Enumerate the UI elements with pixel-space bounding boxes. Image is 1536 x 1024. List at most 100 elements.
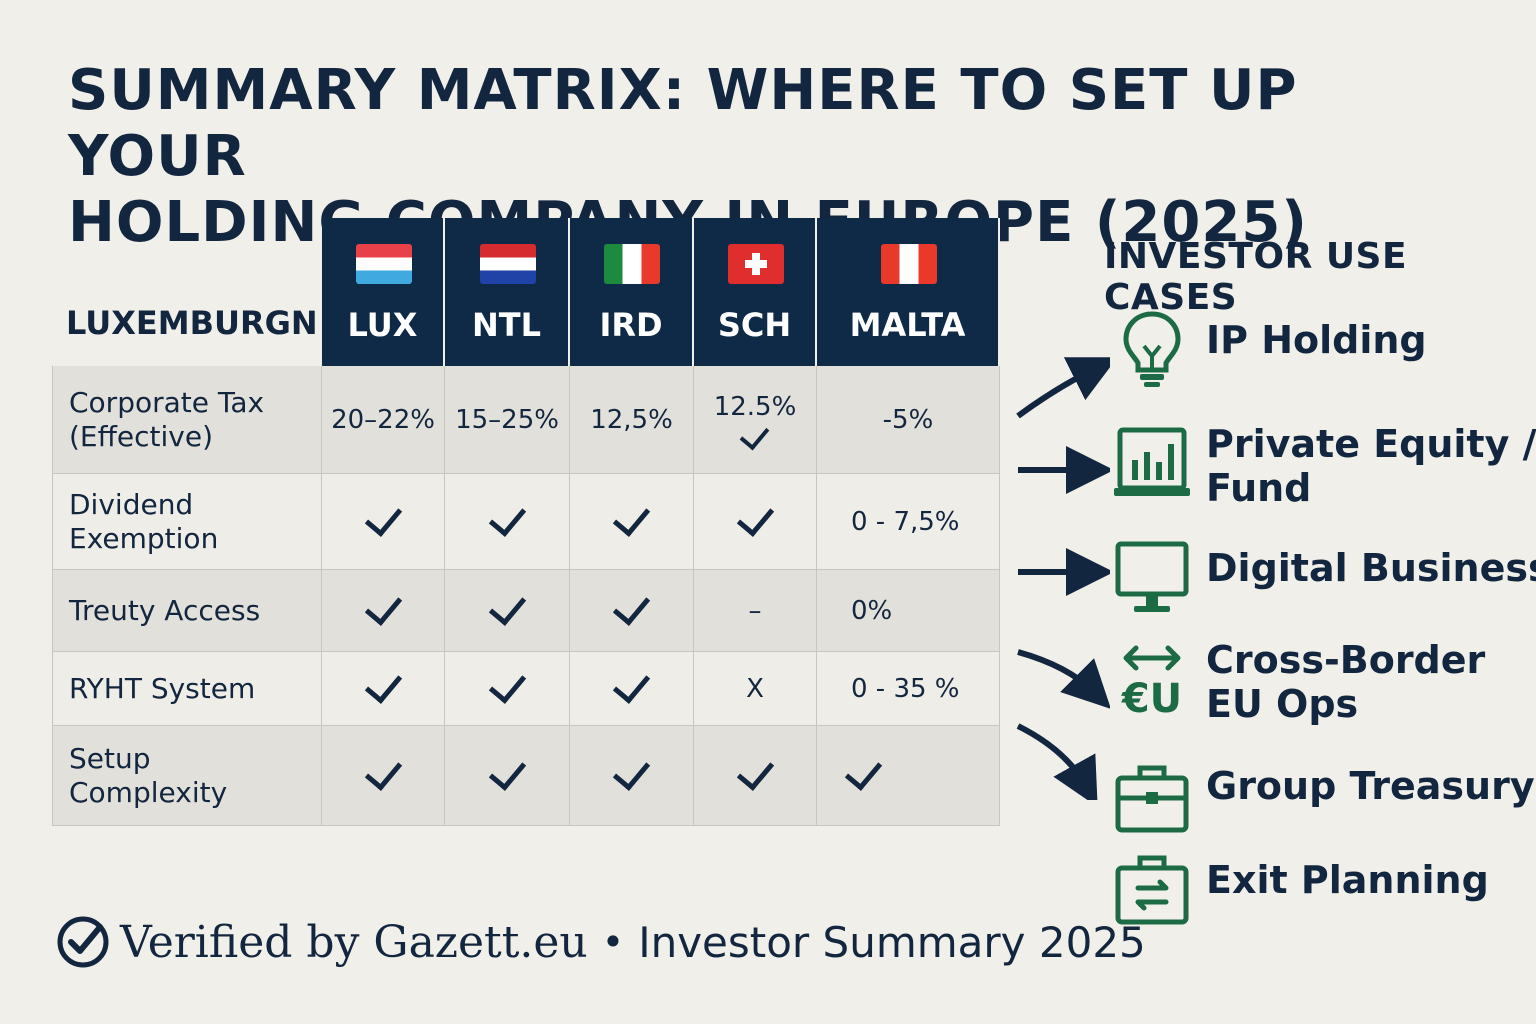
monitor-icon: [1110, 536, 1194, 620]
row-label-line: Exemption: [69, 521, 219, 555]
row-label-line: Complexity: [69, 775, 228, 809]
country-column-header: NTL: [445, 218, 570, 366]
cell-value: 15–25%: [455, 404, 559, 435]
table-cell: [322, 474, 445, 570]
table-cell: 0 - 7,5%: [817, 474, 1000, 570]
check-icon: [488, 498, 526, 537]
table-row: Setup Complexity: [52, 726, 1000, 826]
table-row: Corporate Tax (Effective) 20–22% 15–25% 12,5…: [52, 366, 1000, 474]
row-label-line: RYHT System: [69, 671, 256, 705]
matrix-header-label: LUXEMBURGN: [66, 304, 318, 342]
footer-subtext: Investor Summary 2025: [638, 917, 1146, 967]
cell-value: 12,5%: [590, 404, 673, 435]
table-cell: 12,5%: [570, 366, 694, 474]
use-case-label: Cross-Border EU Ops: [1206, 638, 1485, 726]
footer-separator: •: [601, 920, 625, 964]
table-cell: –: [694, 570, 817, 652]
table-cell: [322, 652, 445, 726]
use-case-label-line: Fund: [1206, 466, 1312, 510]
row-label-line: Dividend: [69, 487, 194, 521]
table-cell: 0%: [817, 570, 1000, 652]
table-cell: X: [694, 652, 817, 726]
row-label: Corporate Tax (Effective): [52, 366, 322, 474]
country-code: SCH: [717, 306, 792, 344]
check-icon: [612, 665, 651, 704]
row-label-line: Corporate Tax: [69, 385, 265, 419]
table-cell: [817, 726, 1000, 826]
page-title: SUMMARY MATRIX: WHERE TO SET UP YOUR HOL…: [68, 58, 1468, 256]
check-icon: [844, 752, 883, 791]
check-icon: [736, 498, 774, 537]
footer: Verified by Gazett.eu • Investor Summary…: [56, 912, 1146, 972]
use-case-label: Group Treasury: [1206, 764, 1535, 808]
row-label-line: Treuty Access: [69, 593, 261, 627]
table-cell: [445, 726, 570, 826]
use-case-label-line: Digital Business: [1206, 546, 1536, 590]
table-cell: [445, 652, 570, 726]
table-cell: [445, 570, 570, 652]
row-label: Dividend Exemption: [52, 474, 322, 570]
use-case-label-line: Cross-Border: [1206, 638, 1486, 682]
use-case-label-line: EU Ops: [1206, 682, 1359, 726]
table-cell: [570, 726, 694, 826]
table-cell: [445, 474, 570, 570]
use-case-arrows: [1016, 357, 1110, 800]
flag-icon: [880, 244, 937, 284]
cell-value: 12.5%: [713, 391, 797, 422]
table-row: Treuty Access – 0%: [52, 570, 1000, 652]
lightbulb-icon: [1110, 306, 1194, 390]
country-column-header: SCH: [694, 218, 817, 366]
table-cell: 15–25%: [445, 366, 570, 474]
table-cell: [570, 474, 694, 570]
footer-verified-text: Verified by Gazett.eu: [120, 916, 588, 968]
row-label-line: (Effective): [69, 419, 214, 453]
eu-arrows-icon: €U: [1110, 638, 1194, 722]
check-icon: [364, 665, 402, 704]
use-case-label: IP Holding: [1206, 318, 1427, 362]
arrow-to-ip-holding: [1016, 357, 1110, 419]
country-code: NTL: [472, 306, 541, 344]
table-cell: [694, 474, 817, 570]
cell-value: 0%: [851, 595, 893, 626]
check-icon: [364, 752, 402, 791]
matrix-header-row: LUXEMBURGN LUX NTL IRD SCH MALTA: [52, 218, 1000, 366]
country-column-header: IRD: [570, 218, 694, 366]
arrow-to-cross-border: [1017, 649, 1110, 709]
use-case-label: Exit Planning: [1206, 858, 1489, 902]
check-icon: [736, 752, 774, 791]
cell-value: –: [748, 595, 762, 626]
verified-check-icon: [57, 916, 109, 968]
title-line-1: SUMMARY MATRIX: WHERE TO SET UP YOUR: [68, 58, 1298, 189]
check-icon: [364, 498, 402, 537]
flag-icon: [355, 244, 412, 284]
country-column-header: MALTA: [817, 218, 1000, 366]
check-icon: [488, 665, 526, 704]
country-code: MALTA: [849, 306, 966, 344]
bar-chart-icon: [1110, 422, 1194, 506]
cell-value: 0 - 7,5%: [851, 506, 960, 537]
flag-icon: [479, 244, 536, 284]
cell-value: 20–22%: [331, 404, 435, 435]
table-cell: [694, 726, 817, 826]
table-cell: 20–22%: [322, 366, 445, 474]
use-case-label: Digital Business: [1206, 546, 1536, 590]
table-cell: [322, 726, 445, 826]
check-icon: [364, 587, 402, 626]
row-label-line: Setup: [69, 741, 151, 775]
check-icon: [740, 419, 770, 450]
use-case-label-line: Exit Planning: [1206, 858, 1489, 902]
cell-value: X: [746, 673, 764, 704]
cell-value: 0 - 35 %: [851, 673, 960, 704]
use-case-label: Private Equity / Fund: [1206, 422, 1536, 510]
svg-text:€U: €U: [1121, 676, 1182, 722]
use-cases-title: INVESTOR USE CASES: [1104, 236, 1408, 318]
table-cell: -5%: [817, 366, 1000, 474]
briefcase-icon: [1110, 756, 1194, 840]
table-row: Dividend Exemption 0 - 7,5%: [52, 474, 1000, 570]
table-cell: 0 - 35 %: [817, 652, 1000, 726]
check-icon: [488, 752, 526, 791]
flag-icon: [604, 244, 660, 284]
table-cell: [570, 570, 694, 652]
row-label: Treuty Access: [52, 570, 322, 652]
table-cell: [322, 570, 445, 652]
